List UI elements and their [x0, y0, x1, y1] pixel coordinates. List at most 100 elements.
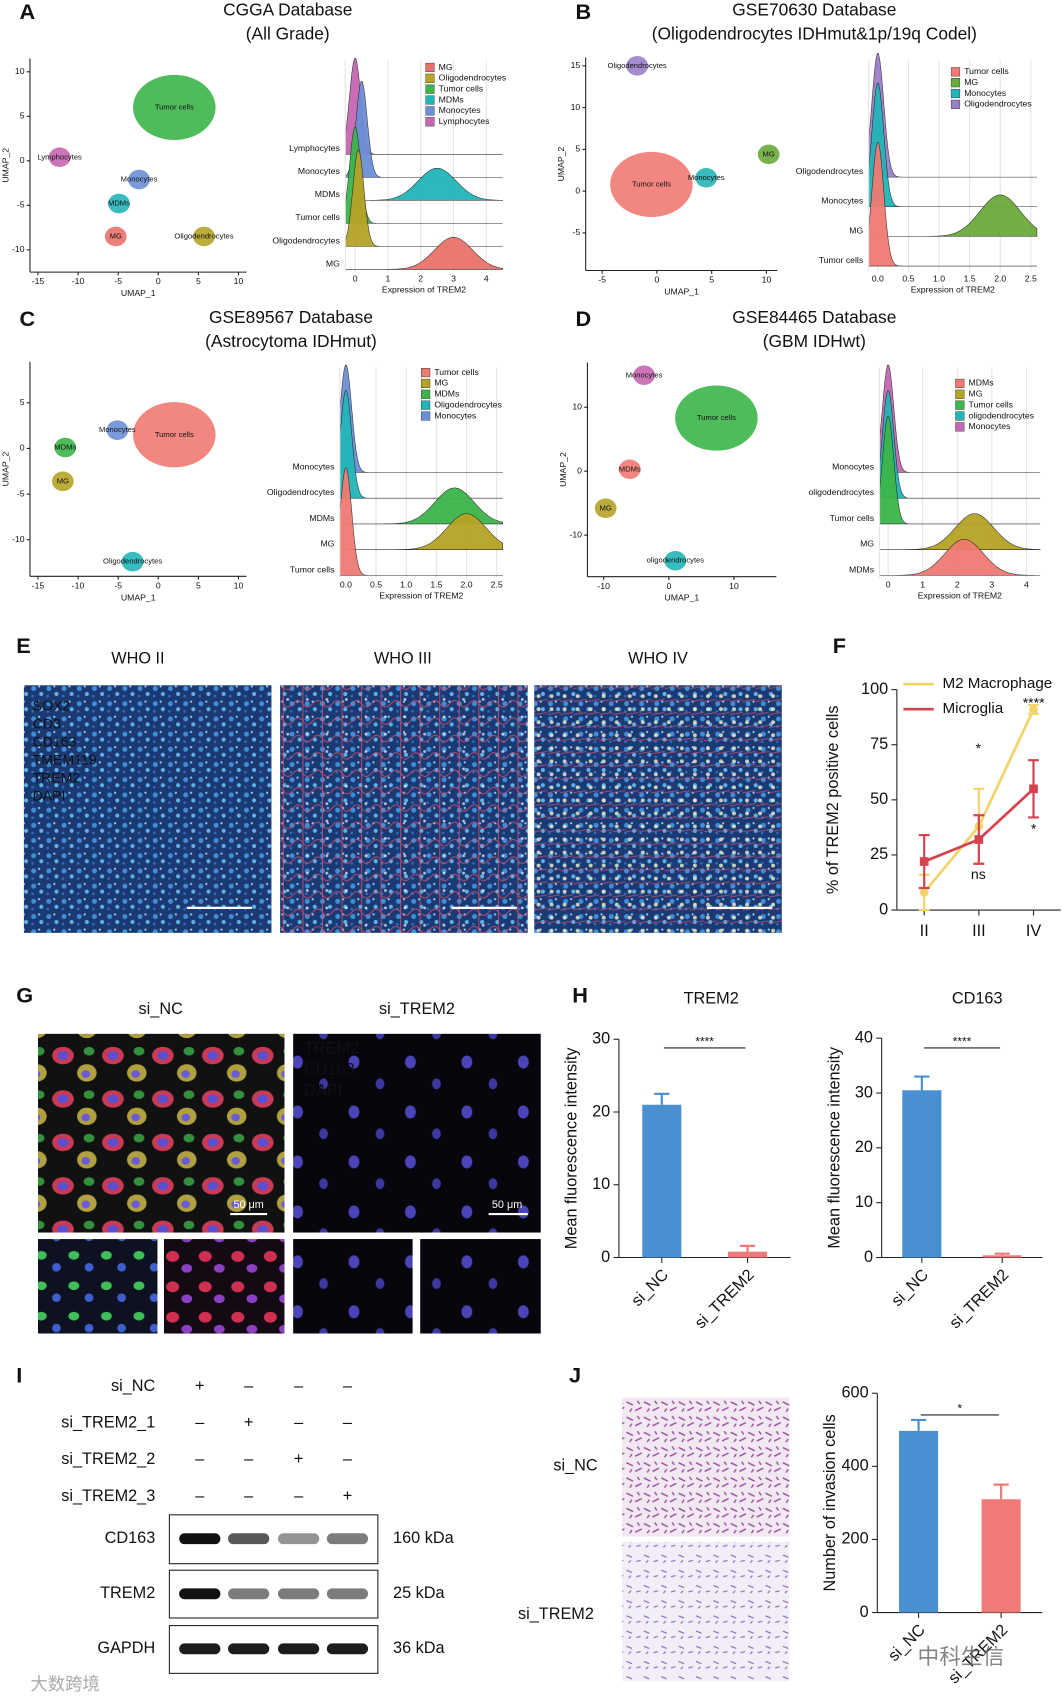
- cluster-label: Oligodendrocytes: [103, 557, 162, 566]
- error-bar: [993, 1483, 1009, 1500]
- y-axis-label: % of TREM2 positive cells: [824, 706, 842, 895]
- error-bar: [994, 1252, 1010, 1256]
- x-tick-label: 5: [196, 276, 201, 286]
- row-label: Monocytes: [832, 461, 875, 471]
- legend-swatch: [955, 400, 965, 410]
- condition-label: si_TREM2_3: [61, 1487, 155, 1505]
- condition-mark: –: [244, 1377, 254, 1395]
- cluster-label: MDMs: [619, 464, 641, 473]
- panel-letter: A: [20, 0, 36, 24]
- x-axis-label: UMAP_1: [121, 592, 156, 602]
- ihc-image: [23, 685, 272, 933]
- cluster: [104, 226, 127, 247]
- x-tick-label: -5: [114, 276, 122, 286]
- cluster: [633, 365, 655, 386]
- stain-label: CD3: [33, 716, 61, 732]
- ridge: [339, 467, 503, 576]
- cluster-label: Monocytes: [121, 175, 158, 184]
- if-image: [293, 1033, 541, 1233]
- y-axis-label: UMAP_2: [558, 452, 568, 487]
- panel-g-images: [38, 1033, 541, 1334]
- panel-letter: I: [16, 1363, 22, 1388]
- cluster: [48, 147, 71, 168]
- x-tick-label: 5: [709, 275, 714, 285]
- y-tick-label: -5: [17, 488, 25, 498]
- row-label: MDMs: [309, 513, 335, 523]
- bar: [728, 1251, 768, 1258]
- cluster-label: Tumor cells: [155, 102, 194, 111]
- stain-label: CD163: [33, 734, 77, 750]
- y-tick-label: 20: [592, 1102, 610, 1120]
- panel-subtitle: (Astrocytoma IDHmut): [205, 331, 377, 351]
- x-tick-label: III: [972, 922, 986, 940]
- row-label: Monocytes: [821, 196, 864, 206]
- legend-label: MG: [969, 389, 983, 399]
- blot-band: [326, 1643, 369, 1655]
- row-label: oligodendrocytes: [808, 487, 874, 497]
- cluster: [695, 168, 718, 188]
- blot-band: [228, 1588, 270, 1600]
- cluster: [610, 151, 693, 218]
- legend-swatch: [955, 411, 965, 421]
- y-tick-label: 20: [855, 1138, 873, 1156]
- error-bar: [910, 1418, 927, 1431]
- ridge: [345, 236, 503, 270]
- legend-label: Monocytes: [434, 410, 477, 420]
- x-tick-label: -10: [72, 580, 85, 590]
- condition-label: si_TREM2_1: [61, 1414, 155, 1432]
- x-tick-label: -5: [598, 275, 606, 285]
- x-tick-label: 0.5: [902, 273, 914, 283]
- x-tick-label: 0.5: [370, 580, 382, 590]
- legend-swatch: [955, 422, 965, 432]
- cluster: [133, 402, 216, 468]
- legend-label: MDMs: [434, 389, 460, 399]
- row-label: MDMs: [849, 564, 875, 574]
- x-tick-label: si_TREM2: [946, 1266, 1012, 1332]
- legend-swatch: [421, 368, 431, 378]
- x-tick-label: 2.0: [461, 580, 473, 590]
- x-tick-label: 2: [418, 273, 423, 283]
- legend-label: M2 Macrophage: [942, 675, 1052, 692]
- bar: [982, 1255, 1022, 1258]
- ridge: [879, 513, 1041, 550]
- y-axis-label: Mean fluorescence intensity: [563, 1047, 581, 1249]
- error-bar: [654, 1092, 670, 1105]
- watermark: 大数跨境: [30, 1674, 99, 1694]
- condition-label: si_TREM2: [379, 1000, 455, 1018]
- x-tick-label: si_NC: [628, 1266, 672, 1310]
- row-label: Tumor cells: [290, 564, 335, 574]
- legend-swatch: [425, 73, 435, 83]
- y-tick-label: 10: [571, 102, 581, 112]
- ihc-overlay: [280, 685, 528, 933]
- bar: [902, 1090, 942, 1258]
- significance: ****: [1023, 694, 1045, 710]
- stain-label: SOX2: [33, 698, 71, 714]
- y-tick-label: -10: [12, 244, 25, 254]
- y-tick-label: 5: [20, 397, 25, 407]
- x-axis-label: Expression of TREM2: [918, 591, 1002, 601]
- legend-label: Tumor cells: [434, 367, 479, 377]
- ridge: [879, 539, 1041, 576]
- invasion-image: [622, 1397, 790, 1537]
- y-tick-label: 600: [842, 1384, 869, 1402]
- y-tick-label: 10: [855, 1193, 873, 1211]
- bar: [981, 1499, 1021, 1613]
- scale-bar-label: 50 μm: [492, 1199, 522, 1211]
- condition-mark: +: [294, 1450, 304, 1468]
- y-axis-label: UMAP_2: [0, 451, 10, 486]
- legend-swatch: [425, 117, 435, 127]
- y-tick-label: 0: [601, 1248, 610, 1266]
- panel-title: GSE84465 Database: [732, 307, 896, 327]
- panel-letter: H: [572, 983, 588, 1008]
- condition-label: si_TREM2_2: [61, 1450, 155, 1468]
- y-tick-label: 0: [20, 443, 25, 453]
- scale-bar-label: 50 μm: [233, 1199, 263, 1211]
- panel-title: GSE89567 Database: [209, 307, 373, 327]
- ridge: [868, 141, 1037, 267]
- legend-label: Tumor cells: [964, 66, 1009, 76]
- significance: ****: [953, 1035, 972, 1049]
- condition-mark: –: [294, 1487, 304, 1505]
- row-label: MG: [320, 539, 334, 549]
- ridge: [339, 513, 503, 550]
